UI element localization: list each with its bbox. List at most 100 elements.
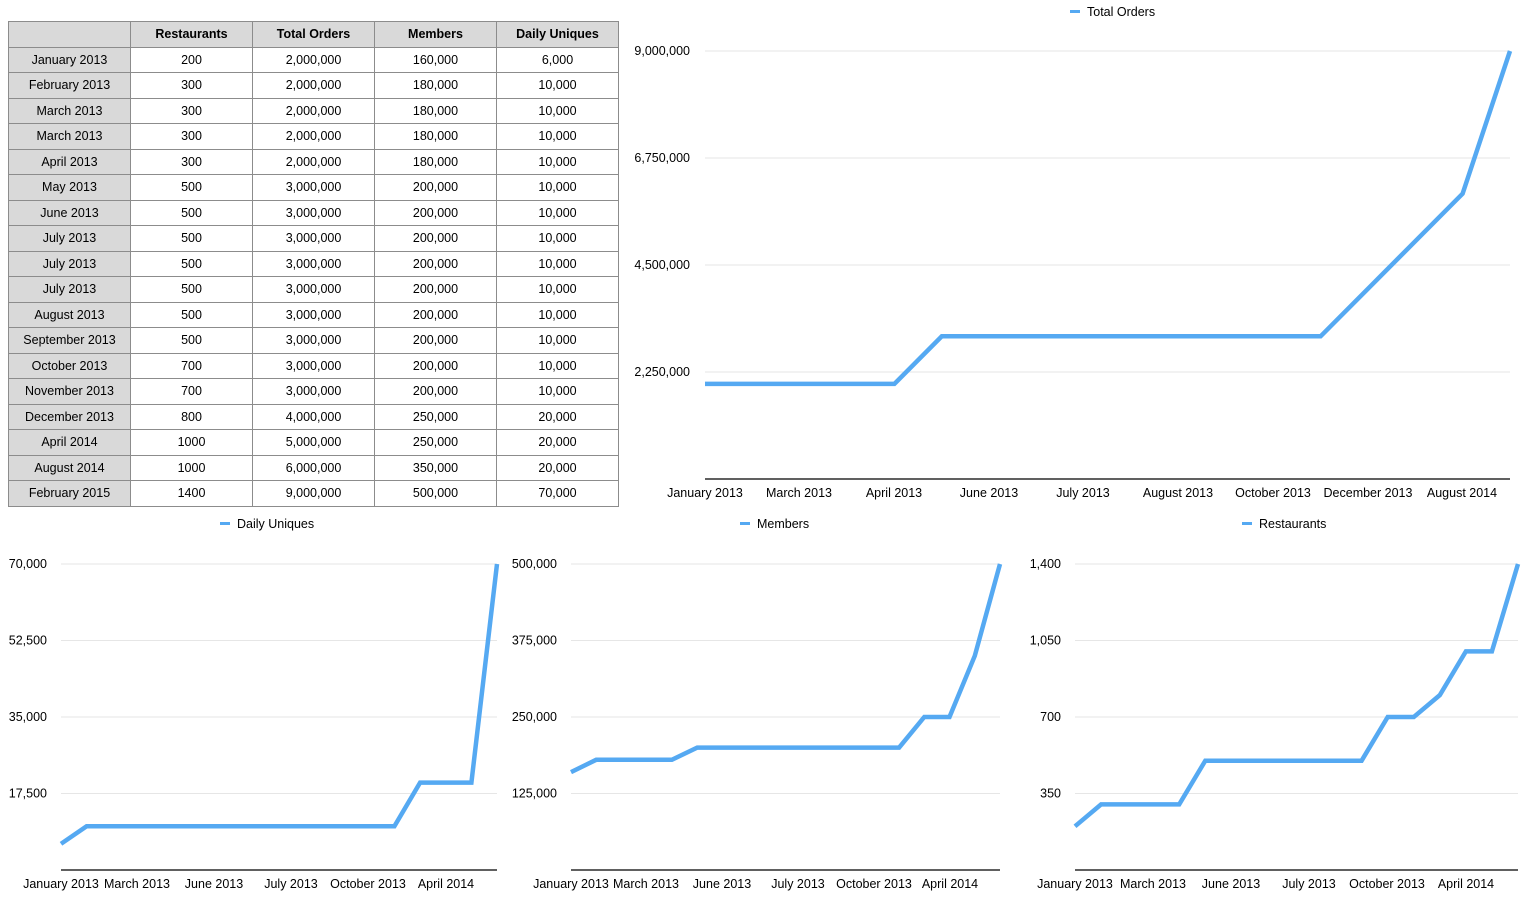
table-column-header: Daily Uniques [496, 21, 619, 48]
table-row: December 2013 800 4,000,000 250,000 20,000 [8, 403, 619, 430]
table-row-header: July 2013 [8, 225, 131, 252]
x-tick-label: July 2013 [1282, 877, 1336, 891]
x-tick-label: August 2014 [1427, 486, 1497, 500]
table-row-header: February 2015 [8, 480, 131, 507]
table-cell: 10,000 [496, 97, 619, 124]
table-cell: 10,000 [496, 327, 619, 354]
y-tick-label: 500,000 [512, 557, 557, 571]
x-tick-label: March 2013 [613, 877, 679, 891]
x-tick-label: April 2014 [1438, 877, 1494, 891]
table-row-header: August 2014 [8, 454, 131, 481]
table-row: January 2013 200 2,000,000 160,000 6,000 [8, 46, 619, 73]
x-tick-label: March 2013 [1120, 877, 1186, 891]
y-tick-label: 17,500 [9, 787, 47, 801]
x-tick-label: August 2013 [1143, 486, 1213, 500]
y-tick-label: 6,750,000 [634, 151, 690, 165]
table-row: July 2013 500 3,000,000 200,000 10,000 [8, 225, 619, 252]
x-tick-label: October 2013 [330, 877, 406, 891]
table-row: March 2013 300 2,000,000 180,000 10,000 [8, 97, 619, 124]
table-cell: 10,000 [496, 72, 619, 99]
y-tick-label: 375,000 [512, 634, 557, 648]
table-cell: 10,000 [496, 148, 619, 175]
y-tick-label: 350 [1040, 787, 1061, 801]
table-row-header: July 2013 [8, 250, 131, 277]
table-cell: 300 [130, 97, 253, 124]
data-table-container: Restaurants Total Orders Members Daily Uniq… [8, 21, 619, 507]
x-tick-label: June 2013 [960, 486, 1018, 500]
table-cell: 3,000,000 [252, 199, 375, 226]
table-row: November 2013 700 3,000,000 200,000 10,000 [8, 378, 619, 405]
table-cell: 3,000,000 [252, 301, 375, 328]
table-row-header: December 2013 [8, 403, 131, 430]
table-cell: 500 [130, 327, 253, 354]
table-cell: 10,000 [496, 250, 619, 277]
table-cell: 2,000,000 [252, 123, 375, 150]
x-tick-label: June 2013 [185, 877, 243, 891]
table-row: August 2013 500 3,000,000 200,000 10,000 [8, 301, 619, 328]
table-cell: 10,000 [496, 199, 619, 226]
x-tick-label: January 2013 [667, 486, 743, 500]
table-row: September 2013 500 3,000,000 200,000 10,000 [8, 327, 619, 354]
table-cell: 180,000 [374, 97, 497, 124]
table-cell: 20,000 [496, 403, 619, 430]
x-tick-label: October 2013 [1349, 877, 1425, 891]
x-tick-label: June 2013 [1202, 877, 1260, 891]
table-cell: 500 [130, 250, 253, 277]
y-tick-label: 4,500,000 [634, 258, 690, 272]
x-tick-label: April 2013 [866, 486, 922, 500]
table-cell: 200,000 [374, 199, 497, 226]
table-row: October 2013 700 3,000,000 200,000 10,000 [8, 352, 619, 379]
table-cell: 10,000 [496, 225, 619, 252]
table-row-header: August 2013 [8, 301, 131, 328]
table-column-header: Total Orders [252, 21, 375, 48]
table-row-header: October 2013 [8, 352, 131, 379]
table-row: June 2013 500 3,000,000 200,000 10,000 [8, 199, 619, 226]
x-tick-label: April 2014 [922, 877, 978, 891]
table-cell: 200,000 [374, 174, 497, 201]
y-tick-label: 52,500 [9, 634, 47, 648]
table-cell: 700 [130, 378, 253, 405]
x-tick-label: January 2013 [533, 877, 609, 891]
x-tick-label: January 2013 [1037, 877, 1113, 891]
legend-label: Daily Uniques [237, 517, 314, 531]
table-cell: 1000 [130, 454, 253, 481]
x-tick-label: October 2013 [1235, 486, 1311, 500]
y-tick-label: 700 [1040, 710, 1061, 724]
table-cell: 350,000 [374, 454, 497, 481]
table-cell: 300 [130, 72, 253, 99]
series-line-members [570, 563, 1003, 775]
table-cell: 3,000,000 [252, 352, 375, 379]
x-tick-label: July 2013 [264, 877, 318, 891]
legend-label: Restaurants [1259, 517, 1326, 531]
table-body: January 2013 200 2,000,000 160,000 6,000 Febr… [8, 46, 619, 507]
x-tick-label: April 2014 [418, 877, 474, 891]
table-column-header: Members [374, 21, 497, 48]
table-cell: 500 [130, 225, 253, 252]
table-cell: 300 [130, 148, 253, 175]
series-line-daily-uniques [59, 563, 500, 846]
y-tick-label: 2,250,000 [634, 365, 690, 379]
table-cell: 70,000 [496, 480, 619, 507]
table-row: February 2015 1400 9,000,000 500,000 70,000 [8, 480, 619, 507]
table-cell: 3,000,000 [252, 174, 375, 201]
table-row: April 2013 300 2,000,000 180,000 10,000 [8, 148, 619, 175]
table-cell: 3,000,000 [252, 327, 375, 354]
table-cell: 10,000 [496, 174, 619, 201]
x-tick-label: June 2013 [693, 877, 751, 891]
table-cell: 800 [130, 403, 253, 430]
y-tick-label: 1,400 [1030, 557, 1061, 571]
table-cell: 2,000,000 [252, 46, 375, 73]
table-cell: 300 [130, 123, 253, 150]
table-cell: 500 [130, 276, 253, 303]
table-row-header: February 2013 [8, 72, 131, 99]
legend-label: Members [757, 517, 809, 531]
table-corner-header [8, 21, 131, 48]
table-cell: 160,000 [374, 46, 497, 73]
table-cell: 1000 [130, 429, 253, 456]
x-tick-label: January 2013 [23, 877, 99, 891]
series-line-total-orders [705, 50, 1513, 387]
table-cell: 1400 [130, 480, 253, 507]
table-cell: 9,000,000 [252, 480, 375, 507]
